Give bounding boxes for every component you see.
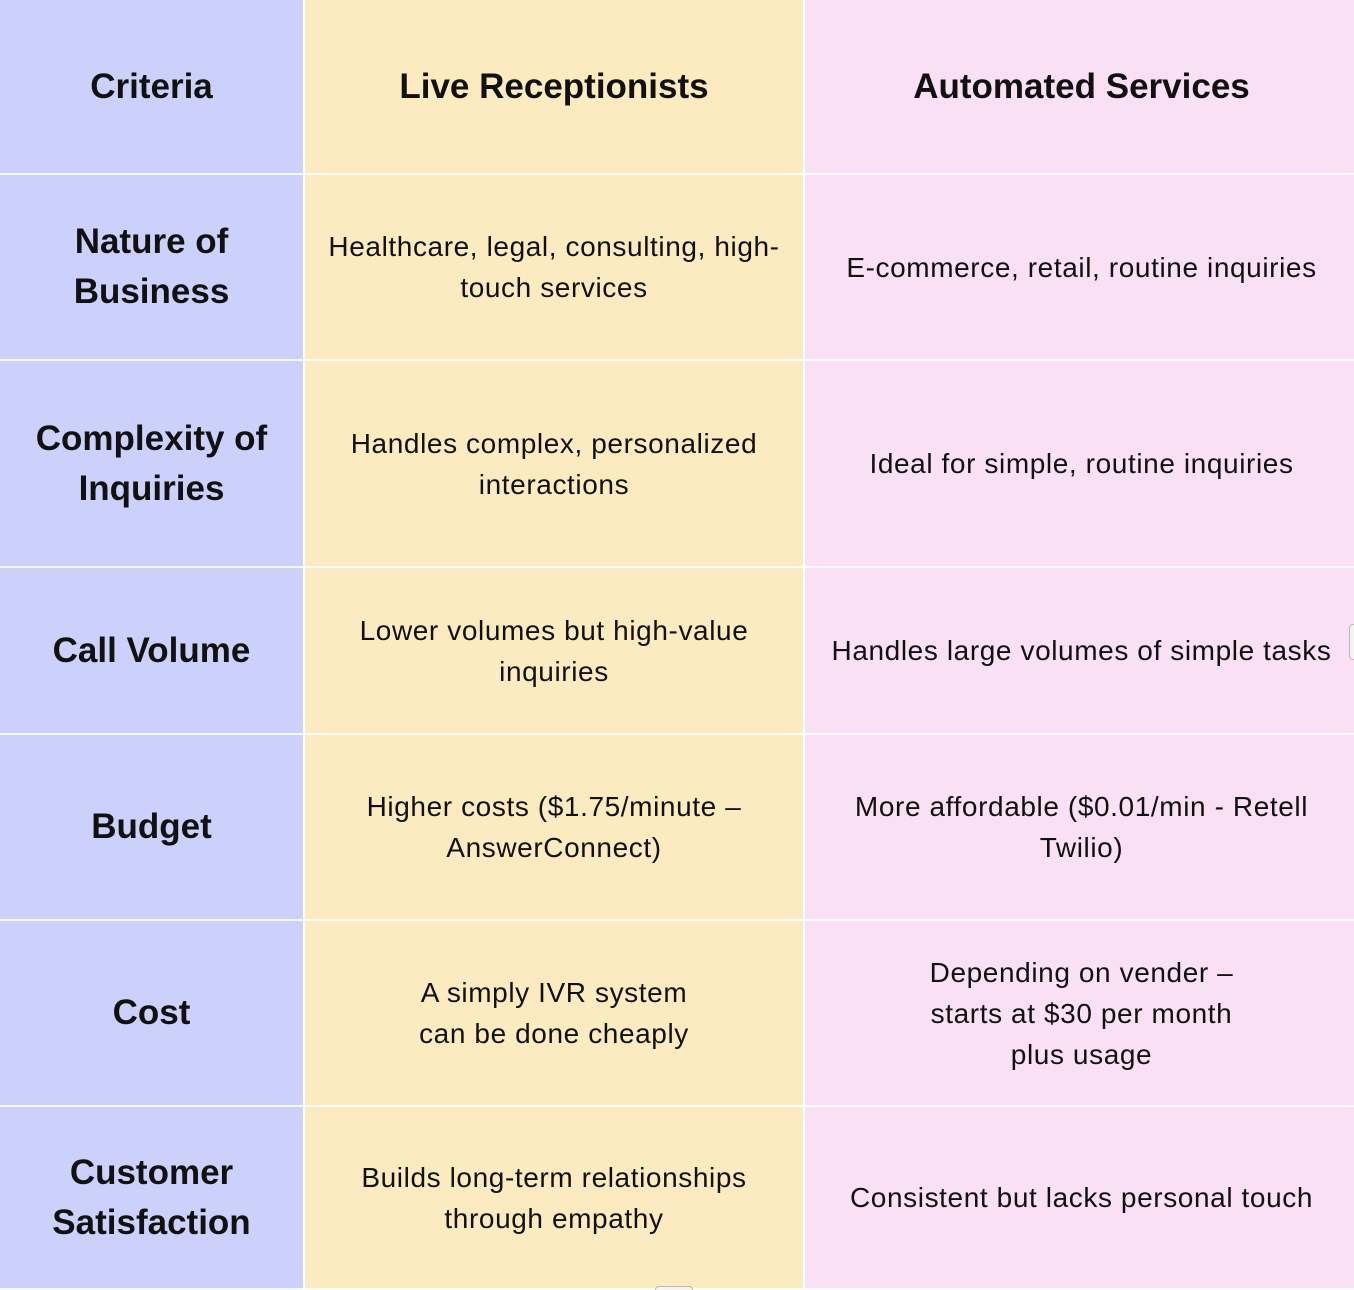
header-criteria: Criteria: [0, 0, 303, 175]
row-label-call-volume: Call Volume: [0, 568, 303, 735]
cell-automated-customer-satisfaction: Consistent but lacks personal touch: [805, 1107, 1354, 1290]
cell-live-call-volume: Lower volumes but high-value inquiries: [305, 568, 803, 735]
side-resize-handle[interactable]: [1349, 624, 1354, 660]
cell-live-budget: Higher costs ($1.75/minute – AnswerConne…: [305, 735, 803, 921]
cell-live-complexity-of-inquiries: Handles complex, personalized interactio…: [305, 361, 803, 568]
row-label-customer-satisfaction: Customer Satisfaction: [0, 1107, 303, 1290]
bottom-resize-handle[interactable]: [655, 1286, 693, 1290]
row-label-cost: Cost: [0, 921, 303, 1107]
row-label-complexity-of-inquiries: Complexity of Inquiries: [0, 361, 303, 568]
header-live-receptionists: Live Receptionists: [305, 0, 803, 175]
cell-automated-cost: Depending on vender – starts at $30 per …: [805, 921, 1354, 1107]
row-label-nature-of-business: Nature of Business: [0, 175, 303, 361]
cell-automated-complexity-of-inquiries: Ideal for simple, routine inquiries: [805, 361, 1354, 568]
cell-live-nature-of-business: Healthcare, legal, consulting, high- tou…: [305, 175, 803, 361]
cell-automated-nature-of-business: E-commerce, retail, routine inquiries: [805, 175, 1354, 361]
header-automated-services: Automated Services: [805, 0, 1354, 175]
row-label-budget: Budget: [0, 735, 303, 921]
cell-automated-call-volume: Handles large volumes of simple tasks: [805, 568, 1354, 735]
cell-live-customer-satisfaction: Builds long-term relationships through e…: [305, 1107, 803, 1290]
cell-live-cost: A simply IVR system can be done cheaply: [305, 921, 803, 1107]
cell-automated-budget: More affordable ($0.01/min - Retell Twil…: [805, 735, 1354, 921]
